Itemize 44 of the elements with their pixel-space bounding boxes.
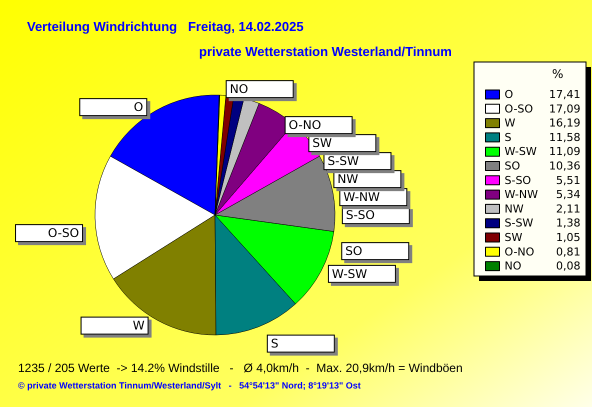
- data-label: 1,05: [556, 231, 580, 244]
- legend-label: NO: [504, 260, 522, 273]
- data-label: 11,58: [549, 130, 580, 144]
- slice-label: O-SO: [48, 226, 80, 240]
- legend-label: W-NW: [504, 188, 538, 202]
- chart-subtitle: private Wetterstation Westerland/Tinnum: [199, 44, 452, 59]
- text: © private Wetterstation Tinnum/Westerland/Sylt - 54°54'13" Nord; 8°19'13" Ost: [18, 380, 361, 390]
- data-label: 17,09: [549, 102, 580, 116]
- slice-label: S: [270, 336, 278, 351]
- text: 1235 / 205 Werte -> 14.2% Windstille - Ø 4,0km/h - Max. 20,9km/h = Windböen: [18, 361, 463, 375]
- category-label: NO: [230, 82, 248, 96]
- category-label: S-SW: [327, 154, 359, 168]
- category-label: S-SO: [346, 208, 375, 222]
- legend-label: W-SW: [504, 145, 537, 158]
- data-label: 5,51: [556, 174, 580, 187]
- slice-label: W-SW: [332, 266, 368, 281]
- category-label: O-NO: [288, 118, 322, 132]
- data-label: 5,34: [556, 188, 580, 202]
- legend-label: S-SO: [504, 174, 532, 187]
- slice-label: O: [134, 100, 144, 114]
- legend-label: S-SW: [504, 216, 534, 230]
- legend-title: %: [552, 67, 564, 81]
- legend-label: NW: [504, 202, 524, 216]
- legend-label: O-SO: [504, 102, 534, 116]
- data-label: 17,41: [549, 88, 580, 101]
- data-label: 0,81: [556, 245, 580, 258]
- category-label: NW: [337, 172, 358, 186]
- data-label: 0,08: [556, 260, 580, 273]
- data-label: 2,11: [556, 202, 580, 216]
- category-label: SO: [345, 244, 362, 258]
- data-label: 16,19: [549, 116, 580, 130]
- category-label: W-NW: [343, 190, 380, 204]
- legend-label: SO: [504, 160, 520, 172]
- data-label: 1,38: [556, 216, 580, 230]
- legend-label: W: [504, 116, 516, 130]
- data-label: 11,09: [549, 145, 580, 158]
- legend-label: SW: [504, 231, 522, 244]
- slice-label: W: [132, 318, 145, 333]
- legend-label: O: [504, 88, 514, 101]
- legend-label: O-NO: [504, 245, 535, 258]
- legend-label: S: [504, 130, 512, 144]
- data-label: 10,36: [549, 160, 580, 172]
- chart-title: Verteilung Windrichtung Freitag, 14.02.2025: [27, 19, 304, 34]
- category-label: SW: [312, 136, 332, 150]
